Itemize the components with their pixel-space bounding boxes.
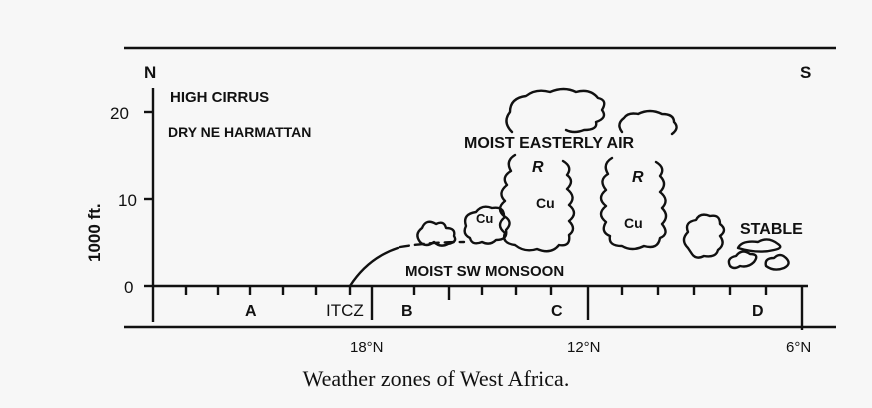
lat-18-label: 18°N (350, 339, 384, 356)
cb-tower-1-anvil (505, 87, 606, 134)
high-cirrus-label: HIGH CIRRUS (170, 89, 269, 106)
itcz-front-solid (348, 246, 400, 288)
cb-tower-2-anvil (618, 109, 678, 136)
zone-d-label: D (752, 303, 764, 320)
cb-tower-1-body (498, 153, 576, 253)
north-label: N (144, 63, 156, 82)
stable-cloud-2 (727, 250, 758, 270)
zone-c-label: C (551, 303, 563, 320)
cu-small-label: Cu (476, 211, 493, 226)
south-label: S (800, 63, 811, 82)
zone-b-label: B (401, 303, 413, 320)
lat-12-label: 12°N (567, 339, 601, 356)
cu-tower-2-label: Cu (624, 215, 643, 231)
cb-symbol-2: R (632, 169, 644, 186)
y-axis-label: 1000 ft. (85, 203, 104, 262)
stable-cloud-1 (736, 238, 782, 253)
lat-6-label: 6°N (786, 339, 811, 356)
itcz-label: ITCZ (326, 301, 364, 320)
stable-cloud-3 (764, 253, 790, 271)
y-tick-label-20: 20 (110, 104, 129, 123)
figure-caption: Weather zones of West Africa. (302, 366, 570, 391)
harmattan-label: DRY NE HARMATTAN (168, 124, 311, 140)
medium-cloud (682, 213, 726, 259)
zone-a-label: A (245, 303, 257, 320)
y-tick-label-10: 10 (118, 191, 137, 210)
cu-tower-1-label: Cu (536, 195, 555, 211)
ground-ticks (184, 286, 804, 330)
y-tick-label-0: 0 (124, 278, 133, 297)
monsoon-label: MOIST SW MONSOON (405, 263, 564, 280)
cb-symbol-1: R (532, 159, 544, 176)
small-cloud-1 (416, 220, 457, 247)
stable-label: STABLE (740, 221, 803, 238)
cb-tower-2-body (599, 156, 668, 251)
easterly-air-label: MOIST EASTERLY AIR (464, 135, 635, 152)
